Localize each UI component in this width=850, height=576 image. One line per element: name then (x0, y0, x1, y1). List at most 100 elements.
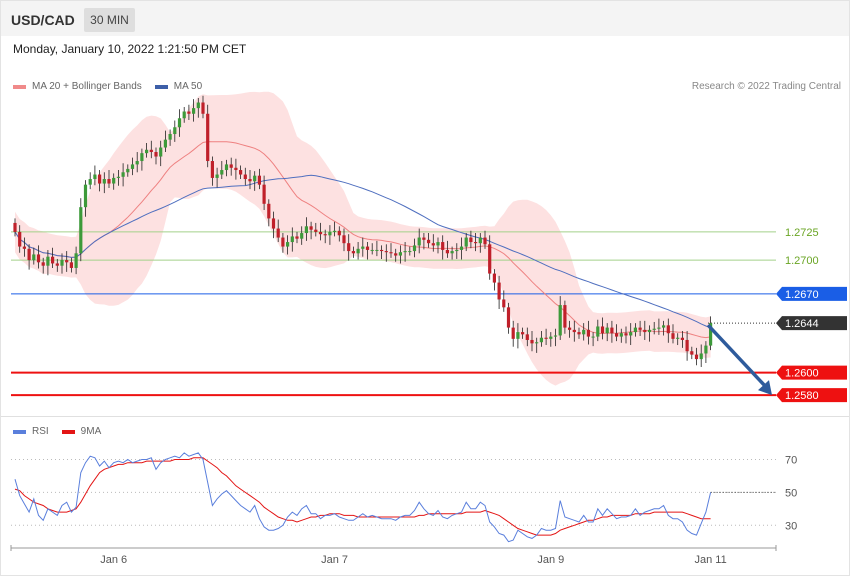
rsi-legend-label: RSI (32, 426, 49, 437)
candle (323, 234, 327, 236)
candle (600, 326, 605, 334)
candle (412, 245, 417, 252)
candle (290, 236, 294, 243)
header-bar: USD/CAD 30 MIN (1, 1, 849, 36)
candle (638, 327, 642, 330)
candle (271, 218, 276, 229)
price-legend: MA 20 + Bollinger Bands MA 50 (13, 81, 202, 92)
candle (41, 262, 45, 266)
candle (342, 235, 346, 244)
candle (22, 246, 26, 249)
ma9-legend-label: 9MA (80, 426, 102, 437)
candle (224, 164, 229, 171)
candle (65, 260, 69, 263)
candle (318, 231, 323, 235)
x-tick-label: Jan 7 (321, 554, 348, 566)
candle (295, 236, 299, 239)
rsi-swatch (13, 429, 26, 434)
candle (347, 243, 351, 252)
level-label-1.2580: 1.2580 (785, 390, 819, 402)
ma50-swatch (154, 84, 168, 89)
candle (568, 327, 572, 330)
candle (93, 174, 97, 180)
candle (591, 336, 595, 338)
candle (530, 339, 534, 344)
candle (643, 329, 647, 333)
candle (328, 231, 332, 236)
timeframe-button[interactable]: 30 MIN (84, 8, 135, 32)
candle (333, 230, 337, 232)
candle (662, 325, 666, 328)
level-label-1.2725: 1.2725 (785, 227, 819, 239)
candle (168, 134, 172, 140)
symbol-title: USD/CAD (11, 12, 75, 28)
candle (699, 353, 703, 360)
candle (582, 329, 586, 335)
candle (46, 256, 50, 266)
candle (610, 327, 614, 334)
candle (215, 174, 219, 178)
candle (206, 113, 210, 162)
level-tag-1.2670 (776, 286, 847, 301)
candle (422, 237, 426, 240)
candle (497, 282, 501, 300)
candle (286, 242, 290, 247)
x-tick-label: Jan 9 (537, 554, 564, 566)
candle (107, 179, 111, 184)
candle (257, 175, 261, 185)
candle (130, 164, 135, 169)
candle (276, 228, 280, 238)
candle (394, 253, 398, 256)
candle (657, 327, 661, 329)
candle (154, 152, 158, 157)
candle (18, 231, 22, 247)
rsi-legend: RSI 9MA (13, 426, 101, 437)
candle (159, 147, 163, 157)
ma20-legend-label: MA 20 + Bollinger Bands (32, 81, 142, 92)
candle (647, 329, 652, 333)
chart-datetime: Monday, January 10, 2022 1:21:50 PM CET (13, 42, 247, 56)
candle (116, 176, 120, 178)
candle (380, 249, 384, 252)
candle (629, 332, 633, 336)
candle (229, 164, 233, 168)
candle (605, 327, 609, 334)
level-label-1.2600: 1.2600 (785, 368, 819, 380)
candle (126, 168, 130, 173)
candle (243, 174, 247, 180)
candle (403, 251, 407, 253)
candle (572, 329, 576, 333)
candle (145, 149, 149, 154)
candle (163, 139, 167, 148)
candle (431, 243, 435, 246)
candle (577, 332, 581, 335)
candle (506, 307, 511, 328)
candle (112, 177, 116, 184)
candle (182, 111, 186, 119)
ma50-legend-label: MA 50 (173, 81, 203, 92)
candle (685, 339, 689, 352)
candle (370, 249, 374, 251)
candle (196, 102, 200, 109)
candle (464, 237, 468, 247)
candle (365, 246, 370, 250)
candle (248, 179, 252, 182)
candle (314, 229, 318, 232)
candle (709, 323, 713, 346)
ma20-swatch (13, 84, 26, 89)
candle (140, 153, 144, 162)
candle (690, 351, 694, 355)
candle (51, 256, 55, 264)
candle (210, 161, 214, 178)
candle (361, 246, 365, 249)
ma9-line (14, 457, 711, 536)
rsi-panel: 30 50 70 Jan 6 Jan 7 Jan 9 Jan 11 (10, 452, 797, 566)
candle (558, 305, 562, 336)
candle (375, 249, 379, 251)
candle (60, 260, 64, 266)
rsi-tick-30: 30 (785, 520, 797, 532)
candle (309, 226, 313, 230)
rsi-tick-70: 70 (785, 454, 797, 466)
candle (483, 237, 487, 245)
